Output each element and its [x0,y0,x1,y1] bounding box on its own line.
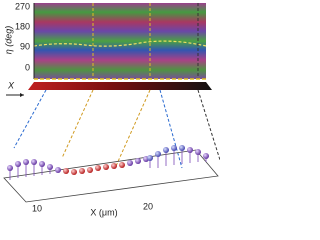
y-tick-label: 0 [25,62,30,72]
x-axis-label: X (μm) [90,207,117,217]
arrow-head [20,93,24,97]
guide-line [197,89,220,161]
y-tick-label: 180 [15,21,30,31]
bottom-panel: 10 20 X (μm) [3,145,219,217]
top-panel: 270 180 90 0 η (deg) [3,1,207,79]
y-axis-label: η (deg) [3,26,13,55]
middle-slab: X [6,78,220,169]
guide-line [61,89,94,159]
base-plane [3,149,219,203]
guide-line [115,89,151,167]
axis-label: X [7,80,15,90]
y-tick-label: 270 [15,1,30,11]
y-tick-label: 90 [20,41,30,51]
guide-line [13,89,47,149]
color-map [34,3,206,79]
figure: 270 180 90 0 η (deg) X [3,1,220,217]
guide-line [159,89,183,169]
x-tick-label: 20 [143,201,153,211]
shade [34,3,206,79]
slab [28,82,212,90]
spheres [7,145,209,175]
x-tick-label: 10 [32,203,42,213]
trace-line [33,40,207,47]
